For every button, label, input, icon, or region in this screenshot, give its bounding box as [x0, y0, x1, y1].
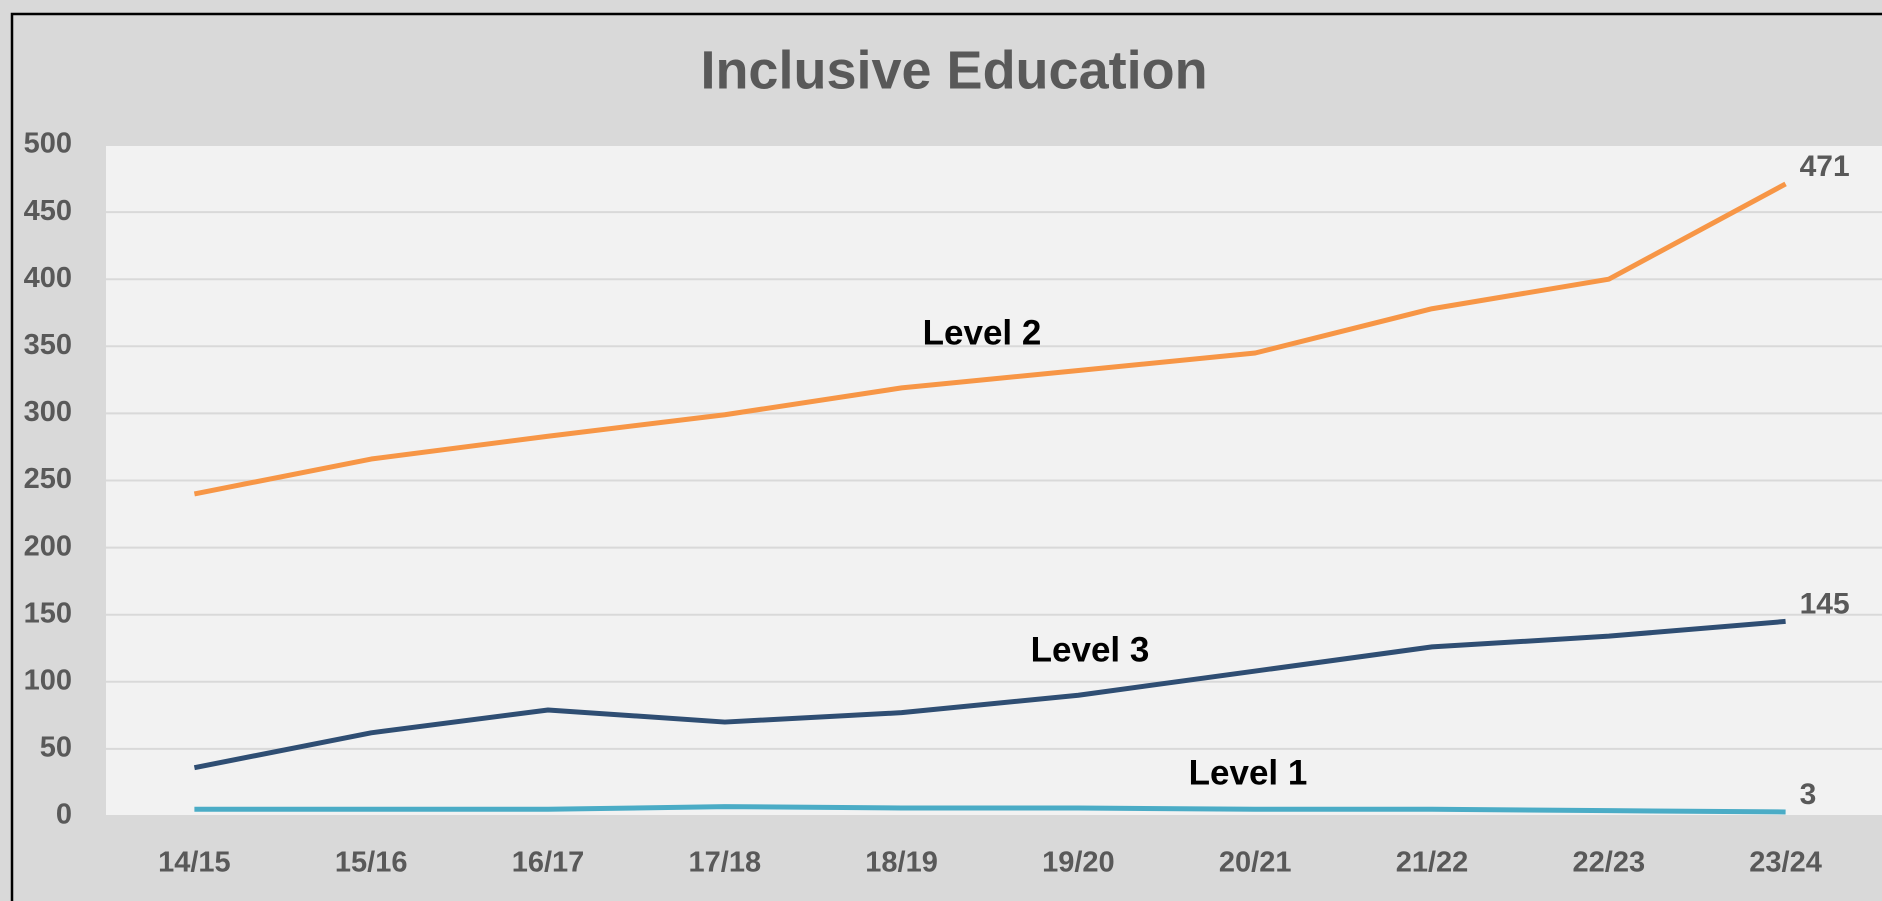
x-tick-label: 14/15 — [158, 847, 231, 879]
x-tick-label: 22/23 — [1573, 847, 1646, 879]
y-tick-label: 250 — [24, 463, 72, 495]
y-tick-label: 50 — [40, 732, 72, 764]
series-label: Level 1 — [1189, 753, 1308, 792]
data-label: 145 — [1800, 587, 1850, 620]
series-line — [193, 618, 1786, 771]
x-tick-label: 19/20 — [1042, 847, 1115, 879]
chart-title: Inclusive Education — [700, 40, 1207, 100]
series-line — [193, 181, 1787, 497]
y-tick-label: 450 — [24, 195, 72, 227]
y-tick-label: 100 — [24, 664, 72, 696]
chart-border — [10, 12, 1882, 901]
x-tick-label: 20/21 — [1219, 847, 1292, 879]
y-tick-label: 0 — [56, 799, 72, 831]
series-label: Level 2 — [923, 313, 1042, 352]
series-label: Level 3 — [1031, 630, 1150, 669]
x-tick-label: 21/22 — [1396, 847, 1469, 879]
x-tick-label: 16/17 — [512, 847, 585, 879]
x-tick-label: 23/24 — [1749, 847, 1822, 879]
y-tick-label: 350 — [24, 329, 72, 361]
y-tick-label: 300 — [24, 396, 72, 428]
y-tick-label: 400 — [24, 262, 72, 294]
x-tick-label: 15/16 — [335, 847, 408, 879]
x-tick-label: 17/18 — [689, 847, 762, 879]
data-label: 471 — [1800, 150, 1850, 183]
y-tick-label: 200 — [24, 530, 72, 562]
series-line — [194, 804, 1786, 815]
data-label: 3 — [1800, 778, 1817, 811]
y-tick-label: 150 — [24, 597, 72, 629]
y-tick-label: 500 — [24, 128, 72, 160]
x-tick-label: 18/19 — [865, 847, 938, 879]
